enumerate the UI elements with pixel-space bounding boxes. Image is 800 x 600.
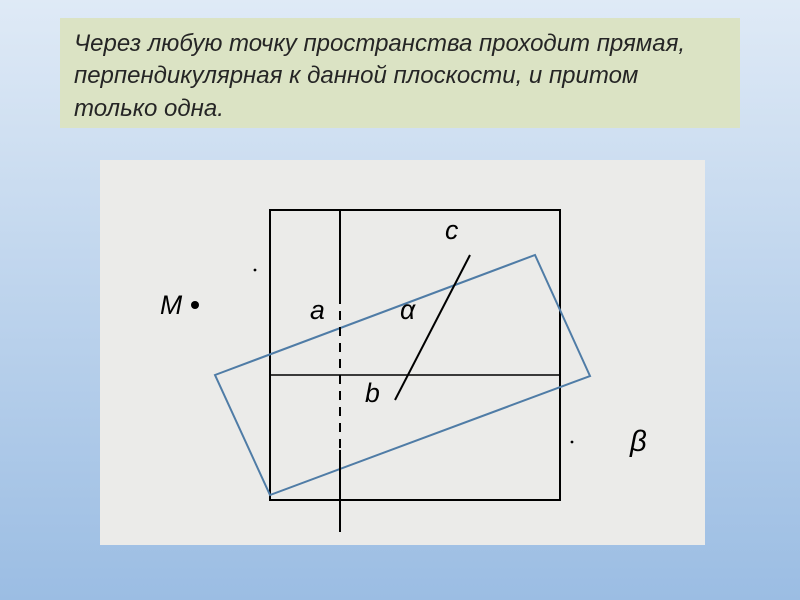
- label-a: a: [310, 295, 325, 326]
- label-b: b: [365, 378, 380, 409]
- label-beta: β: [630, 425, 647, 459]
- diagram-area: М a b c α β: [100, 160, 705, 545]
- slide: Через любую точку пространства проходит …: [0, 0, 800, 600]
- theorem-box: Через любую точку пространства проходит …: [60, 18, 740, 128]
- label-c: c: [445, 215, 458, 246]
- diagram-svg: [100, 160, 705, 545]
- theorem-text: Через любую точку пространства проходит …: [74, 30, 685, 122]
- label-M: М: [160, 290, 182, 321]
- label-alpha: α: [400, 295, 415, 326]
